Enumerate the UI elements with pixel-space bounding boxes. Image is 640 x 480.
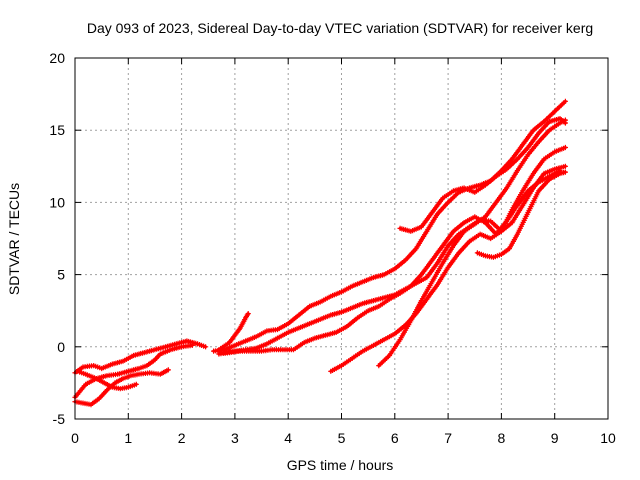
y-tick-label: 15 [49,122,65,138]
x-tick-label: 9 [551,430,559,446]
series-markers [397,116,568,234]
series-track-1 [72,338,209,376]
x-tick-label: 7 [444,430,452,446]
plot-frame [74,57,609,420]
x-tick-label: 3 [231,430,239,446]
x-tick-label: 5 [338,430,346,446]
y-axis-label: SDTVAR / TECUs [6,183,22,295]
series-line [212,99,567,353]
series-markers [376,117,568,369]
x-tick-label: 4 [284,430,292,446]
y-tick-label: -5 [53,411,66,427]
series-track-3 [72,367,171,408]
series-track-10 [376,117,568,369]
y-tick-label: 10 [49,194,65,210]
series-track-11 [397,116,568,234]
series-track-5 [211,98,568,354]
data-series [72,98,568,408]
series-markers [211,98,568,354]
series-markers [328,144,568,374]
series-track-8 [216,168,563,357]
series-track-9 [328,144,568,374]
x-tick-label: 10 [600,430,616,446]
x-axis-label: GPS time / hours [287,457,394,473]
series-track-12 [474,169,568,260]
y-tick-label: 0 [57,339,65,355]
x-tick-label: 6 [391,430,399,446]
series-markers [72,342,195,400]
series-line [475,170,567,259]
series-markers [474,169,568,260]
x-tick-label: 8 [498,430,506,446]
series-track-2 [72,342,195,400]
x-tick-label: 2 [178,430,186,446]
x-tick-label: 1 [124,430,132,446]
series-markers [216,168,563,357]
axis-ticks: 0 1 2 3 4 5 6 7 8 9 10 -5 0 5 10 15 20 [49,50,616,446]
y-tick-label: 20 [49,50,65,66]
series-markers [216,311,251,353]
grid [75,58,608,419]
series-markers [75,368,139,392]
series-line [217,169,562,356]
chart-title: Day 093 of 2023, Sidereal Day-to-day VTE… [87,20,593,36]
series-track-6 [216,311,251,353]
series-track-4 [75,368,139,392]
y-tick-label: 5 [57,267,65,283]
x-tick-label: 0 [71,430,79,446]
